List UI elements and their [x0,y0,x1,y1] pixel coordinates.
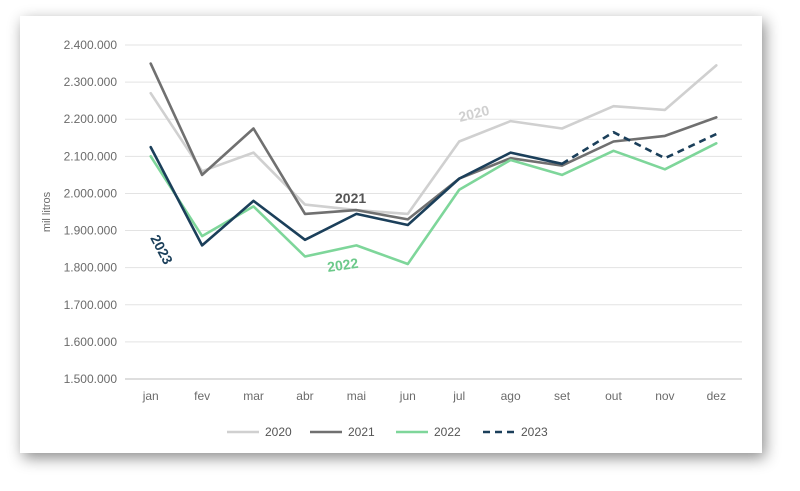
grid-layer [125,44,742,380]
series-line-2023-dashed [561,130,717,165]
legend-label-2022: 2022 [434,425,461,439]
legend-label-2023: 2023 [521,425,548,439]
series-line-2023-solid [149,145,564,247]
line-chart: 1.500.000 1.600.000 1.700.000 1.800.000 1.90… [41,38,742,439]
y-tick-label: 2.400.000 [64,38,118,52]
x-tick-label: out [605,389,622,403]
y-axis-ticks: 1.500.000 1.600.000 1.700.000 1.800.000 1.90… [64,38,118,386]
annotation-2022: 2022 [326,255,359,275]
y-tick-label: 1.600.000 [64,335,118,349]
x-tick-label: mai [347,389,366,403]
annotation-2020: 2020 [457,102,491,125]
y-tick-label: 1.900.000 [64,224,118,238]
x-axis-ticks: jan fev mar abr mai jun jul ago set out nov dez [142,389,726,403]
series-line-2021 [149,62,718,221]
y-tick-label: 1.500.000 [64,372,118,386]
y-tick-label: 1.800.000 [64,261,118,275]
chart-card: 1.500.000 1.600.000 1.700.000 1.800.000 1.90… [20,16,762,453]
y-tick-label: 2.200.000 [64,112,118,126]
x-tick-label: set [554,389,571,403]
x-tick-label: jan [142,389,159,403]
x-tick-label: abr [296,389,313,403]
y-tick-label: 2.000.000 [64,186,118,200]
legend-label-2020: 2020 [265,425,292,439]
series-line-2020 [149,64,718,216]
series-layer [149,62,718,266]
y-axis-title: mil litros [41,191,53,232]
annotation-2023: 2023 [147,232,176,267]
annotation-2021: 2021 [335,190,366,206]
annotation-layer: 2020 2021 2022 2023 [147,102,491,275]
x-tick-label: mar [243,389,264,403]
y-tick-label: 1.700.000 [64,298,118,312]
series-line-2022 [149,142,718,266]
y-tick-label: 2.300.000 [64,75,118,89]
x-tick-label: jun [399,389,416,403]
x-tick-label: ago [501,389,521,403]
legend: 2020 2021 2022 2023 [227,425,548,439]
x-tick-label: nov [655,389,674,403]
y-tick-label: 2.100.000 [64,149,118,163]
x-tick-label: jul [452,389,465,403]
x-tick-label: fev [194,389,210,403]
legend-label-2021: 2021 [348,425,375,439]
x-tick-label: dez [707,389,726,403]
